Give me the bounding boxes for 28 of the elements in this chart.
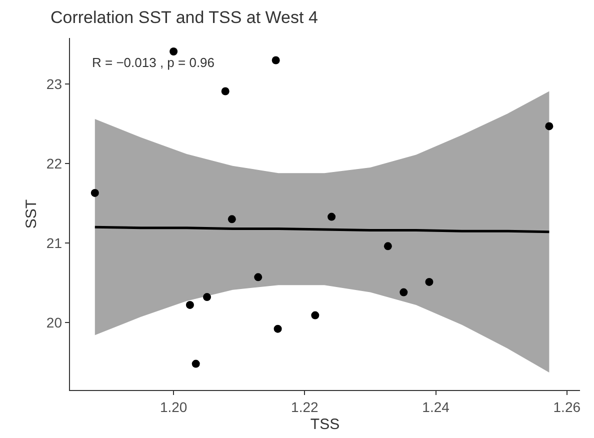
point <box>274 324 282 333</box>
point <box>272 56 280 64</box>
point <box>170 48 178 56</box>
y-tick-label: 23 <box>46 76 62 92</box>
point <box>221 87 230 96</box>
point <box>311 311 320 320</box>
point <box>228 215 236 224</box>
x-tick-label: 1.26 <box>553 399 581 415</box>
y-tick-label: 22 <box>46 155 62 172</box>
point <box>186 300 194 309</box>
annotation: R = −0.013 , p = 0.96 <box>92 55 215 70</box>
point <box>328 212 336 221</box>
point <box>203 293 212 302</box>
x-axis-title: TSS <box>310 416 340 433</box>
chart-title: Correlation SST and TSS at West 4 <box>50 8 318 27</box>
y-axis-title: SST <box>22 199 40 229</box>
y-tick-label: 20 <box>46 314 62 330</box>
x-tick-label: 1.24 <box>422 399 450 415</box>
point <box>192 360 200 368</box>
point <box>425 278 434 286</box>
y-tick-label: 21 <box>46 234 62 251</box>
point <box>400 288 408 296</box>
x-tick-label: 1.20 <box>160 399 188 415</box>
x-tick-label: 1.22 <box>291 399 319 415</box>
point <box>254 273 262 282</box>
point <box>545 122 554 130</box>
point <box>384 242 392 250</box>
point <box>90 188 99 197</box>
